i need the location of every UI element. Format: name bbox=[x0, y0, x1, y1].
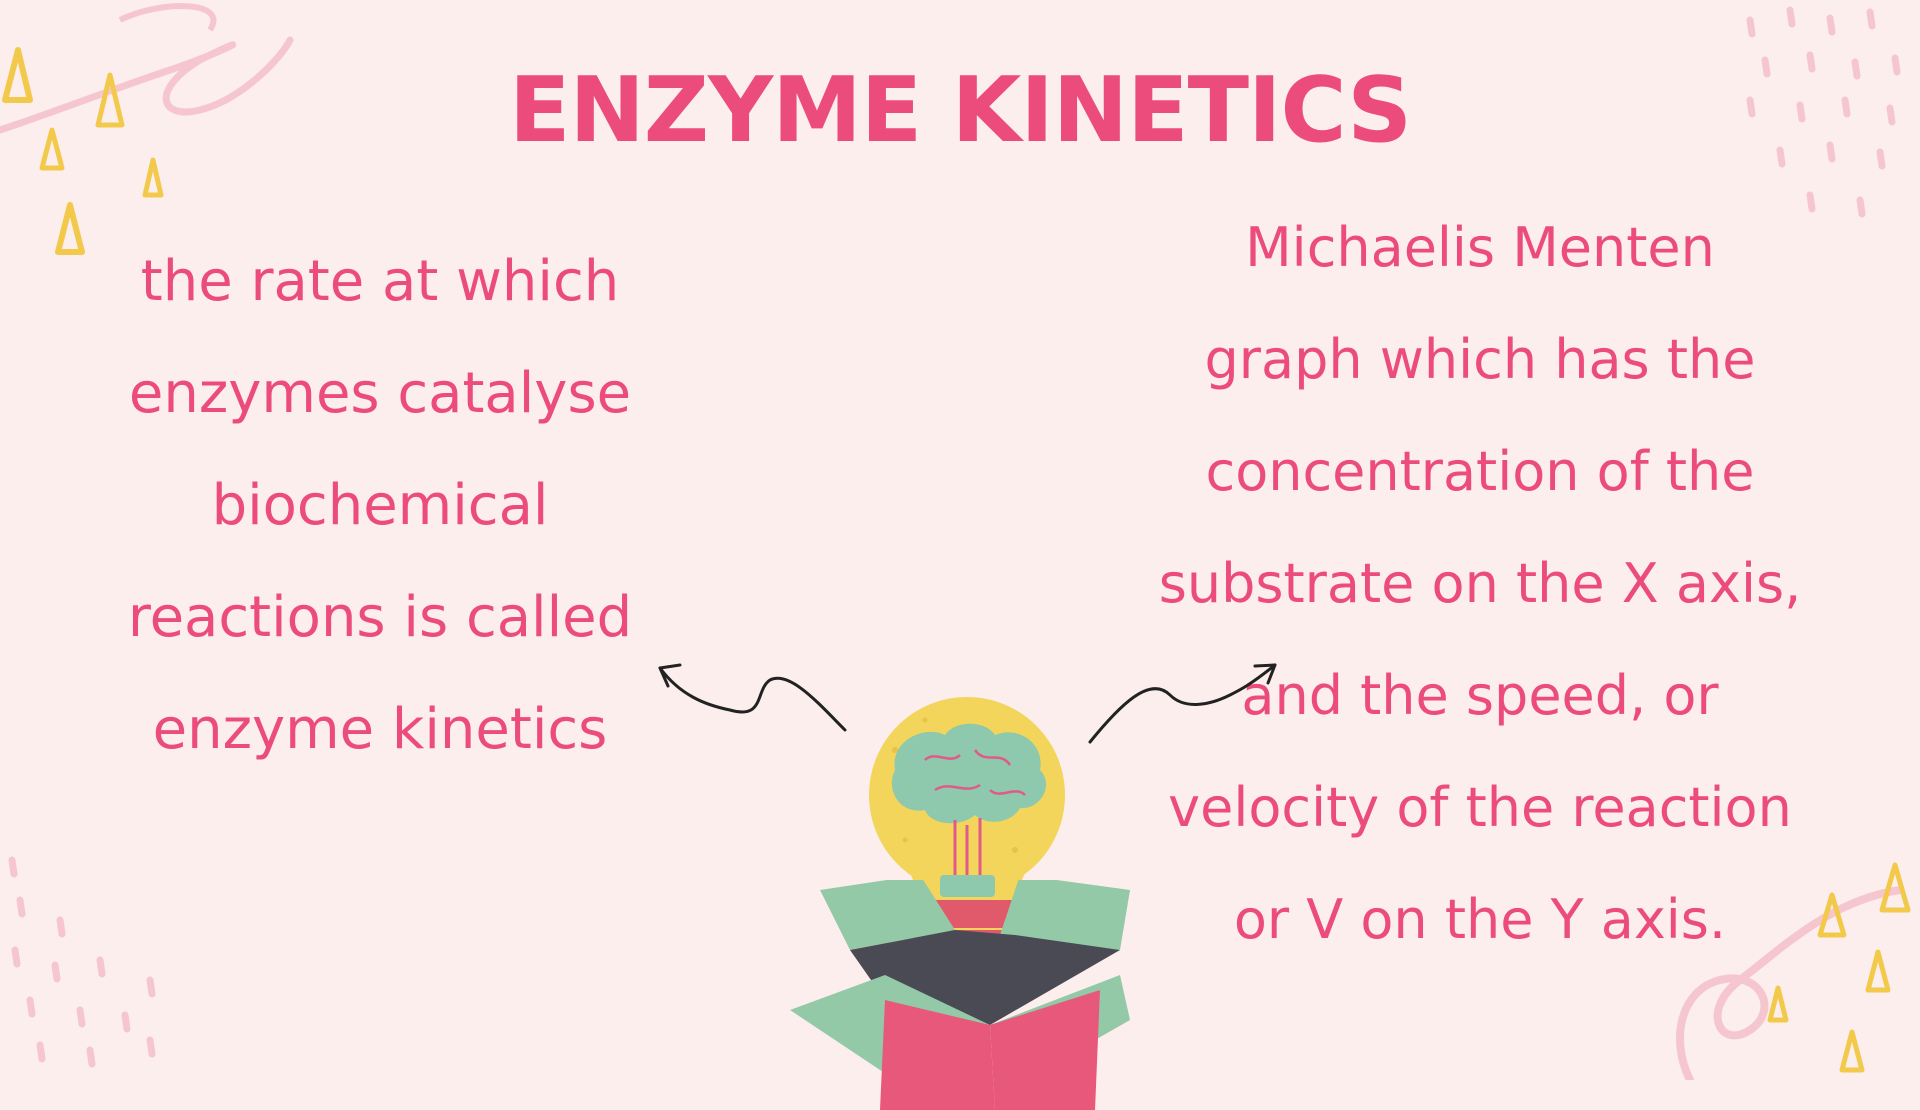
definition-line: biochemical bbox=[211, 473, 549, 538]
definition-line: enzymes catalyse bbox=[128, 361, 632, 426]
description-line: or V on the Y axis. bbox=[1233, 888, 1727, 951]
open-box-icon bbox=[790, 880, 1130, 1110]
definition-line: enzyme kinetics bbox=[152, 697, 608, 762]
definition-line: the rate at which bbox=[140, 249, 620, 314]
definition-line: reactions is called bbox=[127, 585, 633, 650]
description-line: substrate on the X axis, bbox=[1158, 552, 1802, 615]
arrow-right-icon bbox=[1088, 663, 1277, 744]
bottom-left-decoration bbox=[8, 856, 156, 1068]
description-line: velocity of the reaction bbox=[1168, 776, 1792, 839]
description-line: graph which has the bbox=[1204, 328, 1756, 391]
page-title: ENZYME KINETICS bbox=[508, 58, 1412, 163]
top-right-decoration bbox=[1746, 6, 1901, 218]
top-left-decoration bbox=[0, 3, 294, 255]
description-line: concentration of the bbox=[1205, 440, 1755, 503]
arrow-left-icon bbox=[658, 663, 847, 732]
bottom-right-decoration bbox=[1676, 862, 1911, 1080]
description-line: and the speed, or bbox=[1241, 664, 1719, 727]
definition-text: the rate at which enzymes catalyse bioch… bbox=[60, 226, 700, 786]
description-line: Michaelis Menten bbox=[1245, 216, 1715, 279]
graph-description-text: Michaelis Menten graph which has the con… bbox=[1080, 192, 1880, 976]
